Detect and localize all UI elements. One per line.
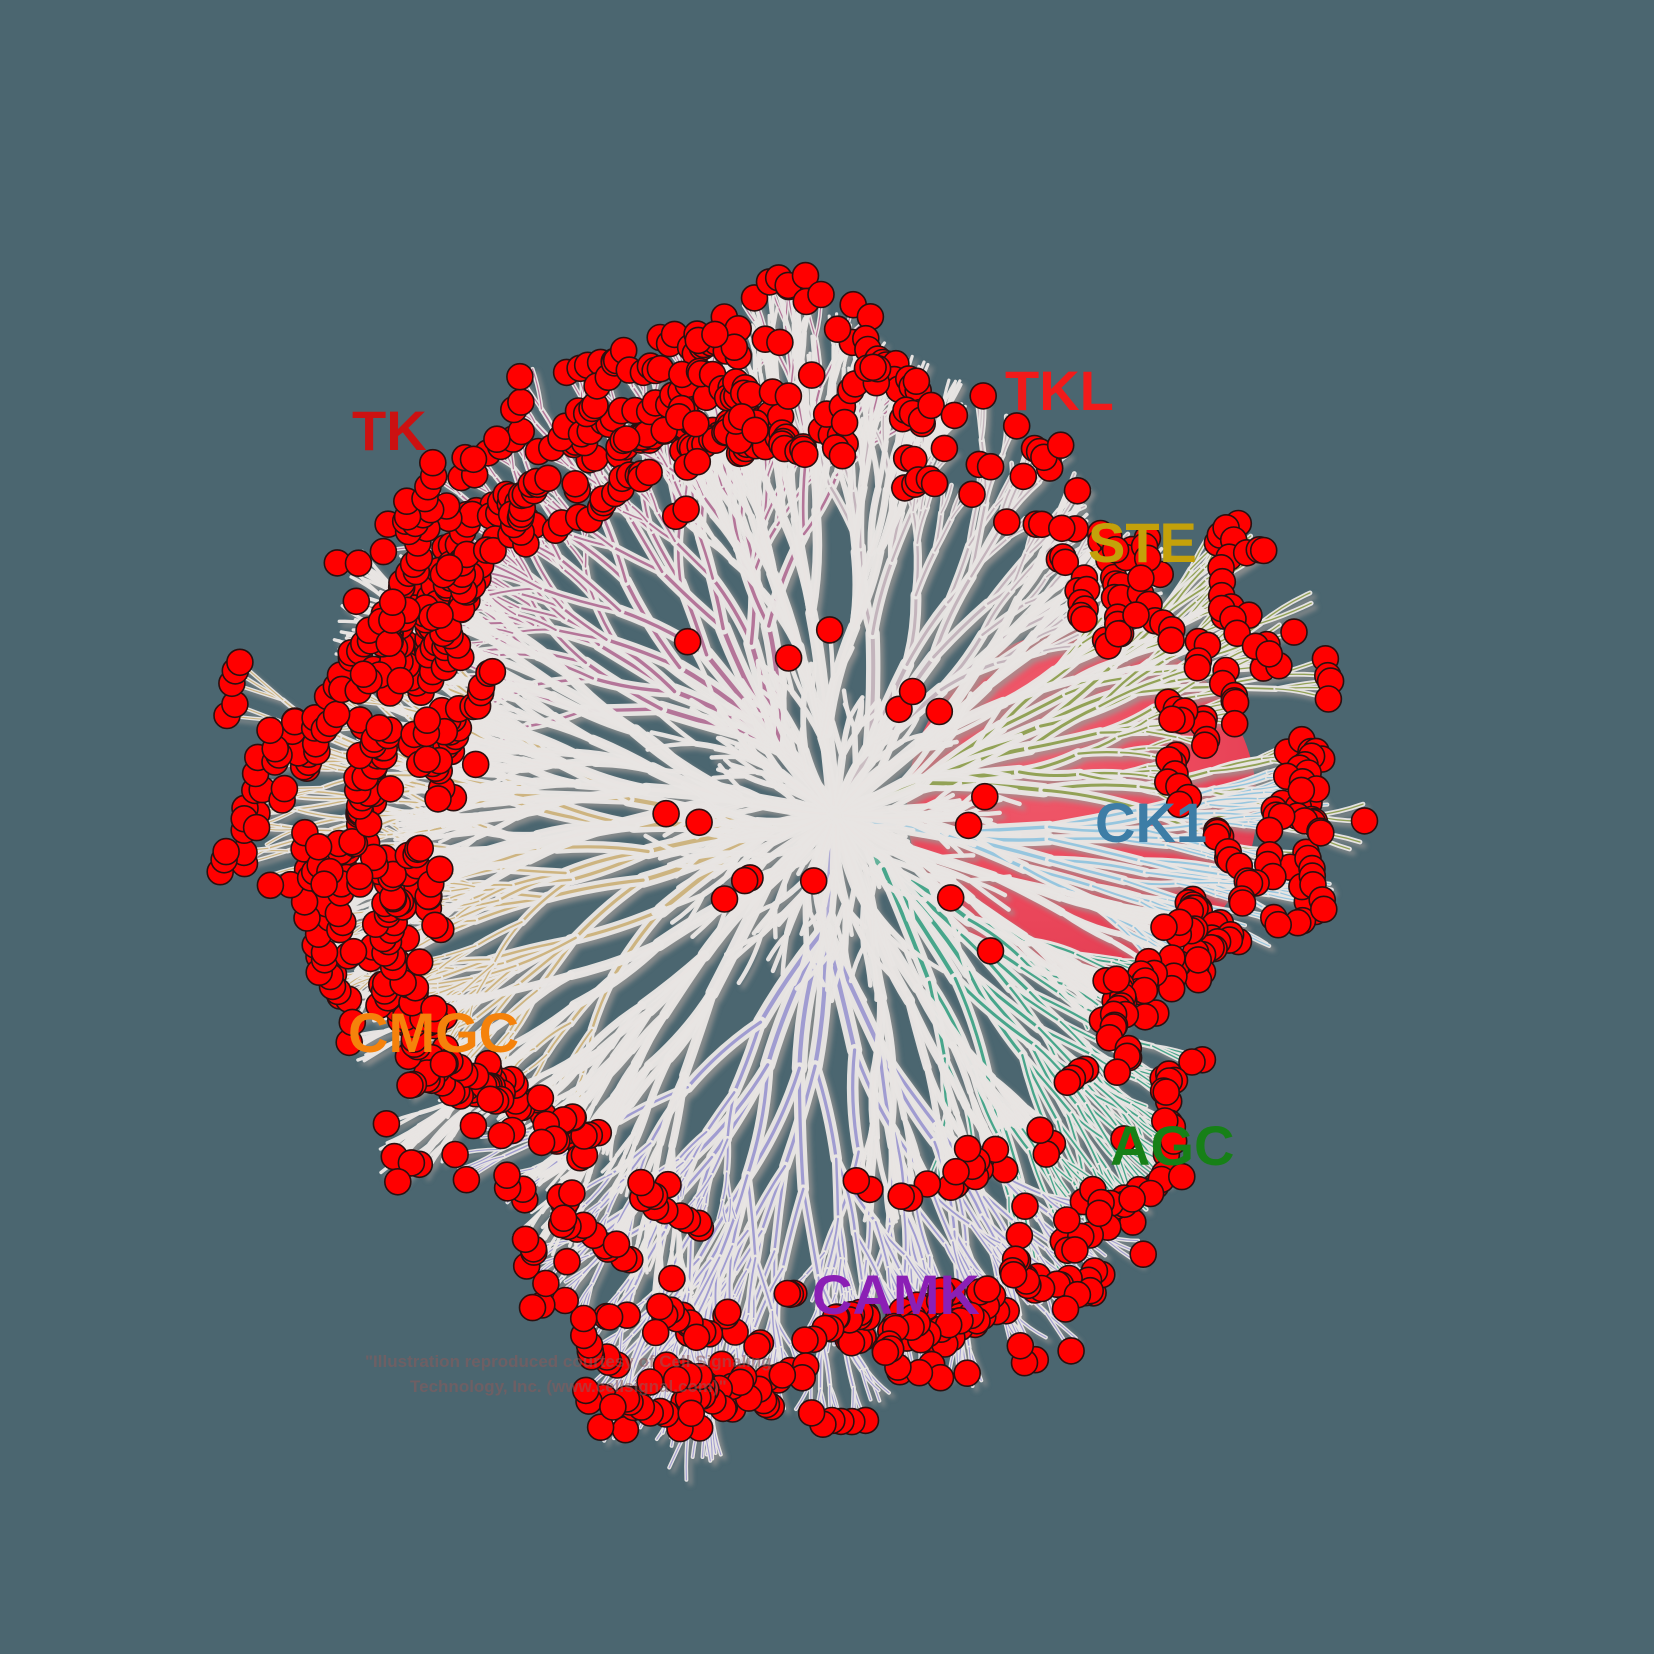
branch-path xyxy=(1213,776,1268,790)
branch-path xyxy=(1159,836,1194,839)
branch-path xyxy=(1117,725,1151,738)
branch-path xyxy=(1098,677,1165,708)
branch-path xyxy=(1047,825,1145,833)
branch-path xyxy=(558,557,622,613)
branch-path xyxy=(1047,837,1143,863)
branch-path xyxy=(1093,1082,1130,1116)
branch-path xyxy=(1209,760,1273,773)
branch-path xyxy=(656,510,676,543)
branch-path xyxy=(939,832,1026,870)
branch-path xyxy=(916,506,928,544)
branch-path xyxy=(914,549,937,597)
branch-path xyxy=(1166,844,1209,858)
branch-path xyxy=(1259,602,1312,624)
branch-path xyxy=(1091,885,1143,904)
branch-path xyxy=(514,613,557,631)
branch-path xyxy=(802,474,838,536)
branch-path xyxy=(1017,770,1082,778)
branch-path xyxy=(781,1187,805,1270)
branch-path xyxy=(1020,966,1061,995)
branch-path xyxy=(905,600,950,667)
branch-path xyxy=(871,559,894,636)
branch-path xyxy=(1120,772,1151,778)
branch-path xyxy=(1132,685,1214,694)
branch-path xyxy=(967,918,1023,960)
branch-path xyxy=(629,517,664,574)
branch-path xyxy=(934,517,953,552)
branch-path xyxy=(1077,750,1122,755)
branch-path xyxy=(940,484,953,514)
branch-path xyxy=(1085,1090,1119,1129)
branch-path xyxy=(1071,1113,1100,1167)
branch-path xyxy=(1119,751,1154,758)
branch-path xyxy=(1028,1150,1054,1211)
branch-path xyxy=(561,606,608,641)
branch-path xyxy=(531,368,542,410)
branch-path xyxy=(1048,859,1126,882)
branch-path xyxy=(1128,1113,1153,1137)
branch-path xyxy=(932,602,990,659)
branch-path xyxy=(999,692,1068,729)
branch-path xyxy=(1146,730,1180,739)
branch-path xyxy=(1206,797,1260,803)
branch-path xyxy=(881,867,932,985)
branch-path xyxy=(1115,837,1169,847)
branch-path xyxy=(1027,731,1103,750)
branch-path xyxy=(1085,1103,1121,1159)
